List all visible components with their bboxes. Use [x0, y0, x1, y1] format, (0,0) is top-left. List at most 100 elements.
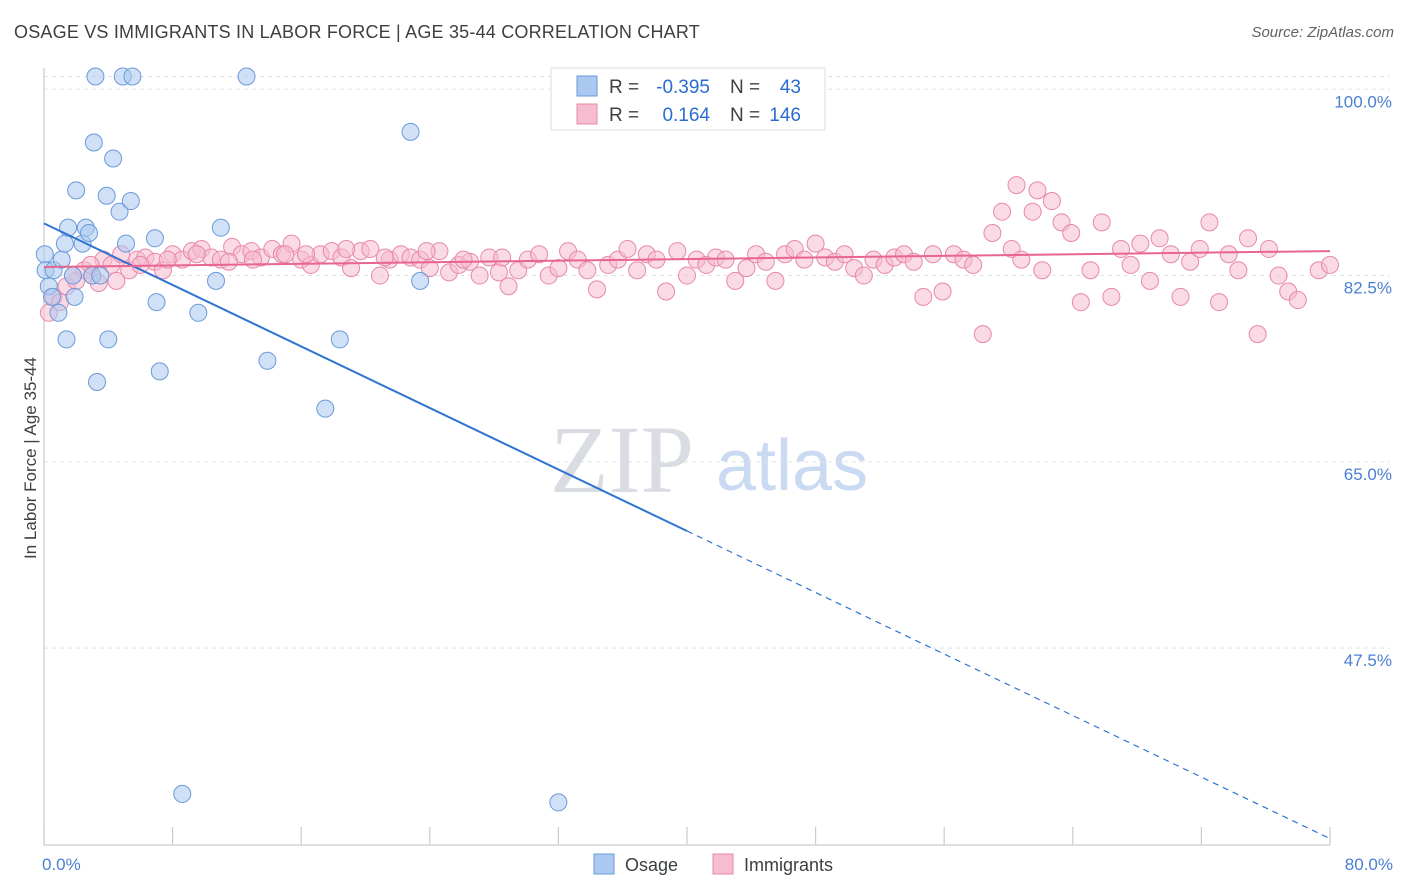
immigrants-point: [337, 239, 356, 258]
immigrants-point: [795, 250, 814, 269]
immigrants-point: [549, 259, 568, 278]
immigrants-point: [375, 248, 394, 267]
immigrants-point: [1190, 239, 1209, 258]
immigrants-point: [1288, 291, 1307, 310]
osage-trendline-extension: [686, 530, 1331, 840]
immigrants-point: [1171, 287, 1190, 306]
osage-point: [207, 271, 226, 290]
osage-point: [150, 362, 169, 381]
immigrants-point: [668, 242, 687, 261]
immigrants-point: [499, 277, 518, 296]
osage-point: [63, 266, 82, 285]
immigrants-point: [628, 261, 647, 280]
osage-point: [97, 186, 116, 205]
osage-point: [49, 303, 68, 322]
x-axis-tick-labels: 0.0% 80.0%: [42, 855, 1393, 874]
osage-point: [145, 229, 164, 248]
osage-point: [173, 784, 192, 803]
osage-point: [99, 330, 118, 349]
immigrants-point: [1092, 213, 1111, 232]
correlation-legend: R = -0.395 N = 43 R = 0.164 N = 146: [550, 67, 826, 131]
immigrants-point: [370, 266, 389, 285]
x-tick-label: 0.0%: [42, 855, 81, 874]
immigrants-point: [1200, 213, 1219, 232]
immigrants-point: [297, 245, 316, 264]
osage-point: [258, 351, 277, 370]
osage-series: [35, 67, 568, 812]
osage-point: [411, 271, 430, 290]
immigrants-point: [578, 261, 597, 280]
bottom-legend-immigrants-label: Immigrants: [744, 855, 833, 875]
immigrants-point: [1269, 266, 1288, 285]
immigrants-point: [1321, 255, 1339, 274]
osage-point: [116, 234, 135, 253]
immigrants-point: [1012, 250, 1031, 269]
immigrants-point: [1161, 245, 1180, 264]
immigrants-point: [158, 250, 177, 269]
immigrants-trendline: [43, 250, 1331, 269]
immigrants-point: [726, 271, 745, 290]
axes: [43, 68, 1331, 846]
immigrants-point: [756, 252, 775, 271]
immigrants-point: [1259, 239, 1278, 258]
osage-point: [84, 133, 103, 152]
legend-immigrants-r-value: 0.164: [662, 105, 710, 126]
immigrants-point: [993, 202, 1012, 221]
legend-immigrants-r-label: R =: [609, 105, 639, 126]
osage-point: [59, 218, 78, 237]
bottom-legend-osage-label: Osage: [625, 855, 678, 875]
osage-point: [316, 399, 335, 418]
watermark-zip: ZIP: [550, 406, 694, 513]
immigrants-point: [1062, 223, 1081, 242]
osage-point: [43, 287, 62, 306]
legend-immigrants-swatch: [576, 103, 598, 125]
osage-point: [80, 223, 99, 242]
osage-point: [91, 266, 110, 285]
immigrants-point: [973, 325, 992, 344]
immigrants-point: [766, 271, 785, 290]
y-axis-tick-labels: 47.5% 65.0% 82.5% 100.0%: [1334, 92, 1392, 670]
immigrants-point: [1033, 261, 1052, 280]
osage-point: [549, 793, 568, 812]
immigrants-point: [835, 245, 854, 264]
immigrants-point: [243, 250, 262, 269]
immigrants-point: [933, 282, 952, 301]
immigrants-point: [187, 245, 206, 264]
watermark: ZIP atlas: [550, 406, 868, 513]
source-label: Source: ZipAtlas.com: [1251, 24, 1394, 41]
osage-point: [88, 372, 107, 391]
y-tick-label: 82.5%: [1344, 279, 1392, 298]
x-tick-label: 80.0%: [1345, 855, 1393, 874]
osage-point: [86, 67, 105, 86]
watermark-atlas: atlas: [716, 426, 868, 506]
legend-osage-n-label: N =: [730, 77, 760, 98]
osage-point: [123, 67, 142, 86]
osage-point: [52, 250, 71, 269]
gridlines: [44, 76, 1390, 649]
immigrants-point: [219, 252, 238, 271]
osage-point: [237, 67, 256, 86]
immigrants-point: [854, 266, 873, 285]
immigrants-point: [587, 280, 606, 299]
immigrants-point: [1007, 176, 1026, 195]
bottom-legend-osage-swatch: [593, 853, 615, 875]
immigrants-point: [983, 223, 1002, 242]
osage-point: [211, 218, 230, 237]
y-tick-label: 65.0%: [1344, 465, 1392, 484]
chart-title: OSAGE VS IMMIGRANTS IN LABOR FORCE | AGE…: [14, 22, 700, 42]
immigrants-point: [420, 259, 439, 278]
y-tick-label: 100.0%: [1334, 92, 1392, 111]
osage-point: [35, 245, 54, 264]
osage-point: [121, 192, 140, 211]
immigrants-point: [530, 245, 549, 264]
immigrants-point: [964, 255, 983, 274]
immigrants-point: [1150, 229, 1169, 248]
immigrants-point: [1102, 287, 1121, 306]
legend-osage-swatch: [576, 75, 598, 97]
immigrants-point: [1042, 192, 1061, 211]
immigrants-point: [107, 271, 126, 290]
osage-point: [147, 293, 166, 312]
bottom-legend-immigrants-swatch: [712, 853, 734, 875]
osage-trendline: [43, 222, 688, 532]
